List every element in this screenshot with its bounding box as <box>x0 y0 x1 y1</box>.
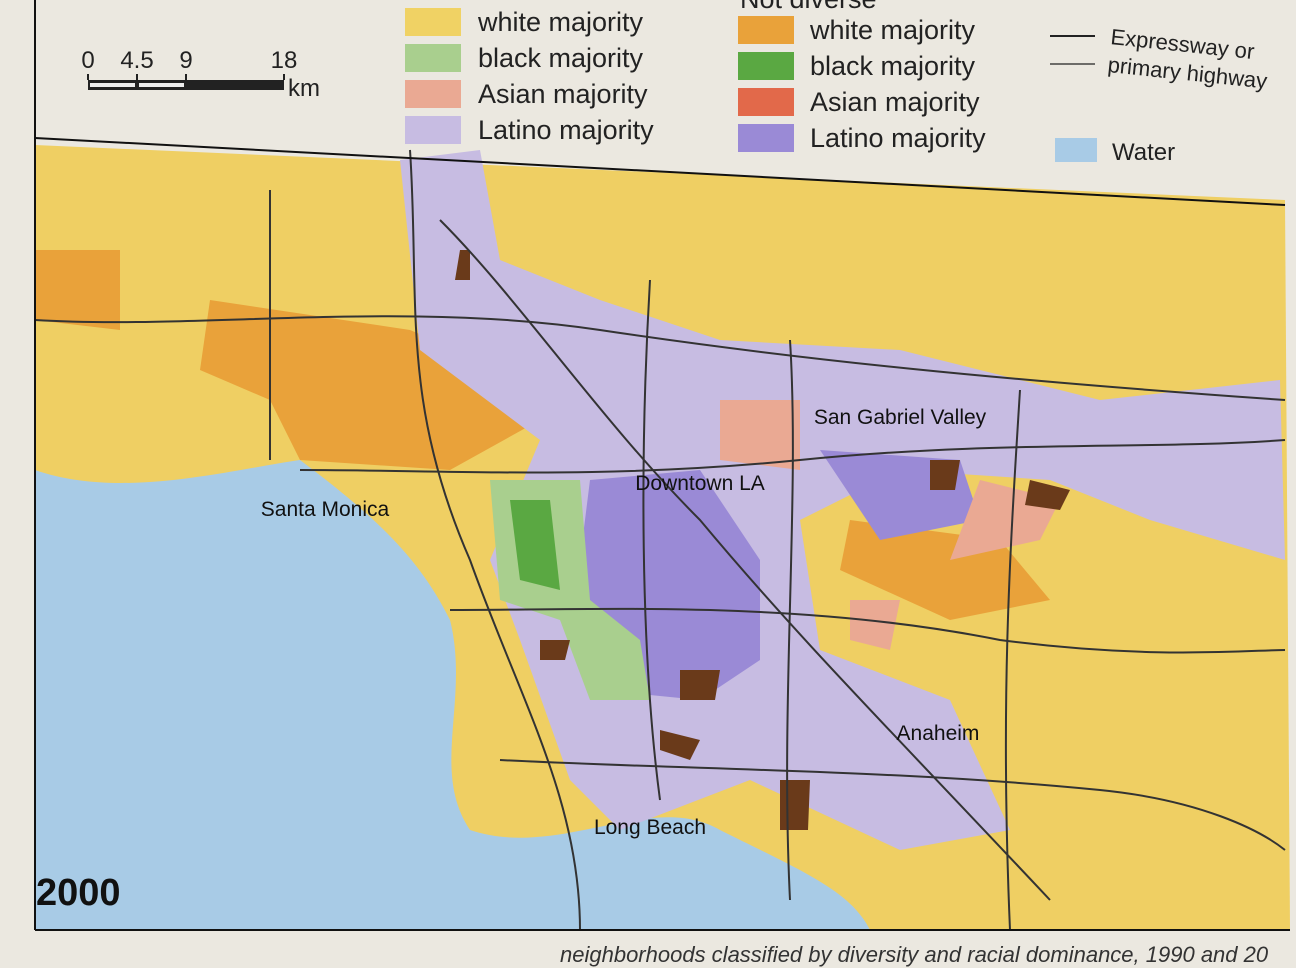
scale-bar <box>88 80 284 90</box>
legend-label: white majority <box>477 7 644 37</box>
legend-label: Latino majority <box>810 123 986 153</box>
map-label: Downtown LA <box>635 472 765 495</box>
highway <box>1004 389 1021 931</box>
legend-label: Asian majority <box>478 79 648 109</box>
map-label: San Gabriel Valley <box>814 406 987 429</box>
highway <box>499 759 1286 851</box>
scale-segment <box>139 83 184 87</box>
legend-swatch <box>738 124 794 152</box>
scale-unit: km <box>288 75 320 102</box>
map-label: Santa Monica <box>261 498 390 521</box>
legend-label: Latino majority <box>478 115 654 145</box>
scale-label: 18 <box>271 47 298 74</box>
highway <box>439 219 1051 901</box>
legend: white majority black majority Asian majori… <box>405 0 1268 166</box>
legend-swatch <box>1055 138 1097 162</box>
legend-swatch <box>405 8 461 36</box>
white-not-diverse <box>35 250 1050 620</box>
legend-label: black majority <box>810 51 976 81</box>
highway <box>642 279 661 801</box>
scale-label: 9 <box>179 47 192 74</box>
legend-label: Water <box>1112 139 1175 166</box>
legend-label: Asian majority <box>810 87 980 117</box>
highway <box>409 149 581 931</box>
legend-swatch <box>738 52 794 80</box>
map: Santa Monica Downtown LA San Gabriel Val… <box>34 145 1290 931</box>
legend-swatch <box>405 80 461 108</box>
scale-label: 4.5 <box>120 47 153 74</box>
year: 2000 <box>36 872 121 914</box>
frame-line <box>34 137 1286 206</box>
caption: neighborhoods classified by diversity an… <box>560 942 1269 967</box>
water-area <box>35 460 870 930</box>
map-label: Long Beach <box>594 816 706 839</box>
legend-title: Not diverse <box>740 0 877 14</box>
scale-label: 0 <box>81 47 94 74</box>
highway <box>34 315 1286 401</box>
highway <box>449 607 1286 654</box>
latino-not-diverse <box>580 450 980 700</box>
scale-segment <box>90 83 135 87</box>
legend-label: white majority <box>809 15 976 45</box>
highway <box>786 339 794 901</box>
legend-swatch <box>405 44 461 72</box>
legend-swatch <box>738 16 794 44</box>
legend-swatch <box>738 88 794 116</box>
asian-majority-area <box>720 400 1060 650</box>
black-not-diverse-area <box>510 500 560 590</box>
legend-label: black majority <box>478 43 644 73</box>
highways <box>34 149 1286 931</box>
highway <box>299 439 1286 474</box>
map-label: Anaheim <box>897 722 980 745</box>
legend-swatch <box>405 116 461 144</box>
